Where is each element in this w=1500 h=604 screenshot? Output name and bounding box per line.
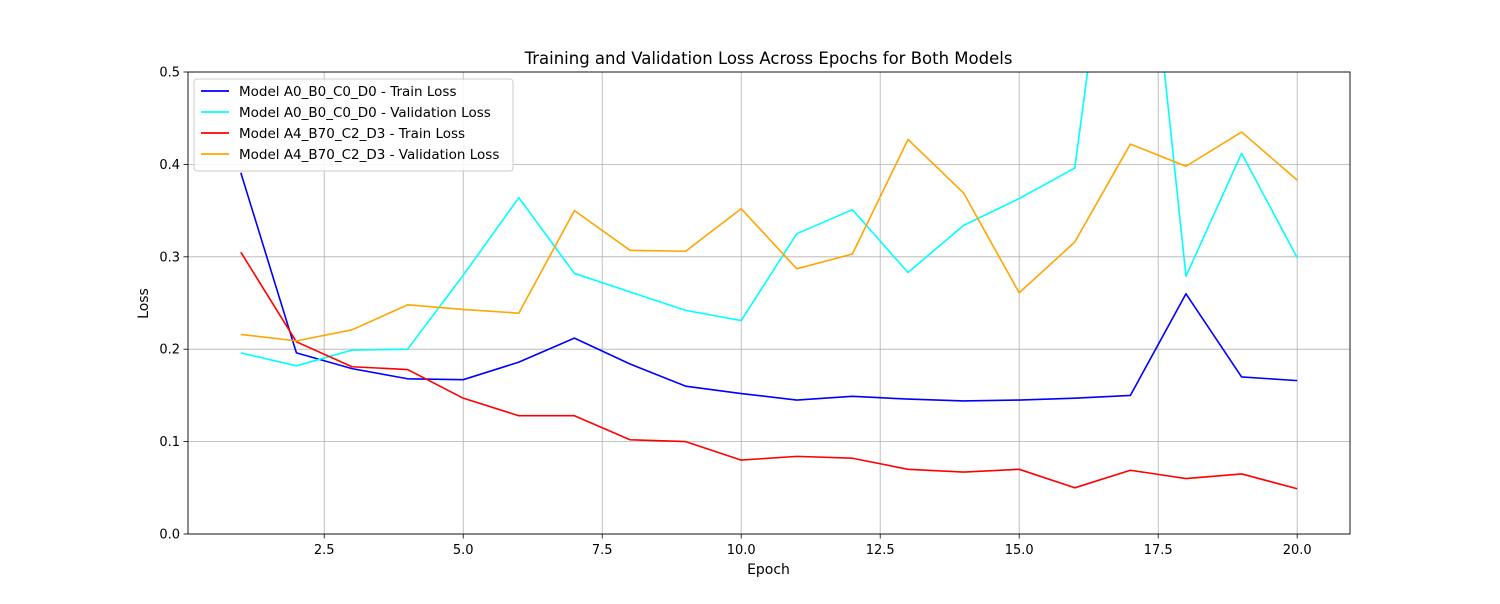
legend: Model A0_B0_C0_D0 - Train Loss Model A0_B… [193, 78, 514, 172]
series-line-1 [240, 172, 1298, 402]
x-tick-label: 17.5 [1144, 543, 1173, 558]
chart-title: Training and Validation Loss Across Epoc… [524, 49, 1013, 68]
axis-ticks: 2.5 5.0 7.5 10.0 12.5 15.0 17.5 20.0 0.0 0.1 0.2 0.… [159, 66, 1311, 559]
series-lines [240, 72, 1298, 490]
x-tick-label: 15.0 [1005, 543, 1034, 558]
x-tick-label: 5.0 [453, 543, 474, 558]
x-tick-label: 7.5 [592, 543, 613, 558]
x-tick-label: 20.0 [1283, 543, 1312, 558]
series-line-3 [240, 251, 1298, 490]
plot-frame [187, 71, 1351, 535]
x-tick-label: 12.5 [866, 543, 895, 558]
y-tick-label: 0.0 [159, 528, 180, 543]
y-tick-label: 0.2 [159, 343, 180, 358]
y-tick-label: 0.5 [159, 66, 180, 81]
legend-entry-1: Model A0_B0_C0_D0 - Train Loss [239, 84, 457, 100]
x-axis-label: Epoch [747, 562, 790, 578]
series-line-2 [240, 72, 1298, 367]
x-tick-label: 2.5 [314, 543, 335, 558]
axes-frame [187, 71, 1351, 535]
x-tick-label: 10.0 [727, 543, 756, 558]
series-line-4 [240, 131, 1298, 342]
y-tick-label: 0.3 [159, 250, 180, 265]
legend-entry-2: Model A0_B0_C0_D0 - Validation Loss [239, 105, 491, 121]
legend-entry-4: Model A4_B70_C2_D3 - Validation Loss [239, 147, 499, 163]
y-axis-label: Loss [136, 288, 152, 319]
y-tick-label: 0.4 [159, 158, 180, 173]
legend-box [193, 78, 514, 172]
legend-entry-3: Model A4_B70_C2_D3 - Train Loss [239, 126, 465, 142]
y-tick-label: 0.1 [159, 435, 180, 450]
